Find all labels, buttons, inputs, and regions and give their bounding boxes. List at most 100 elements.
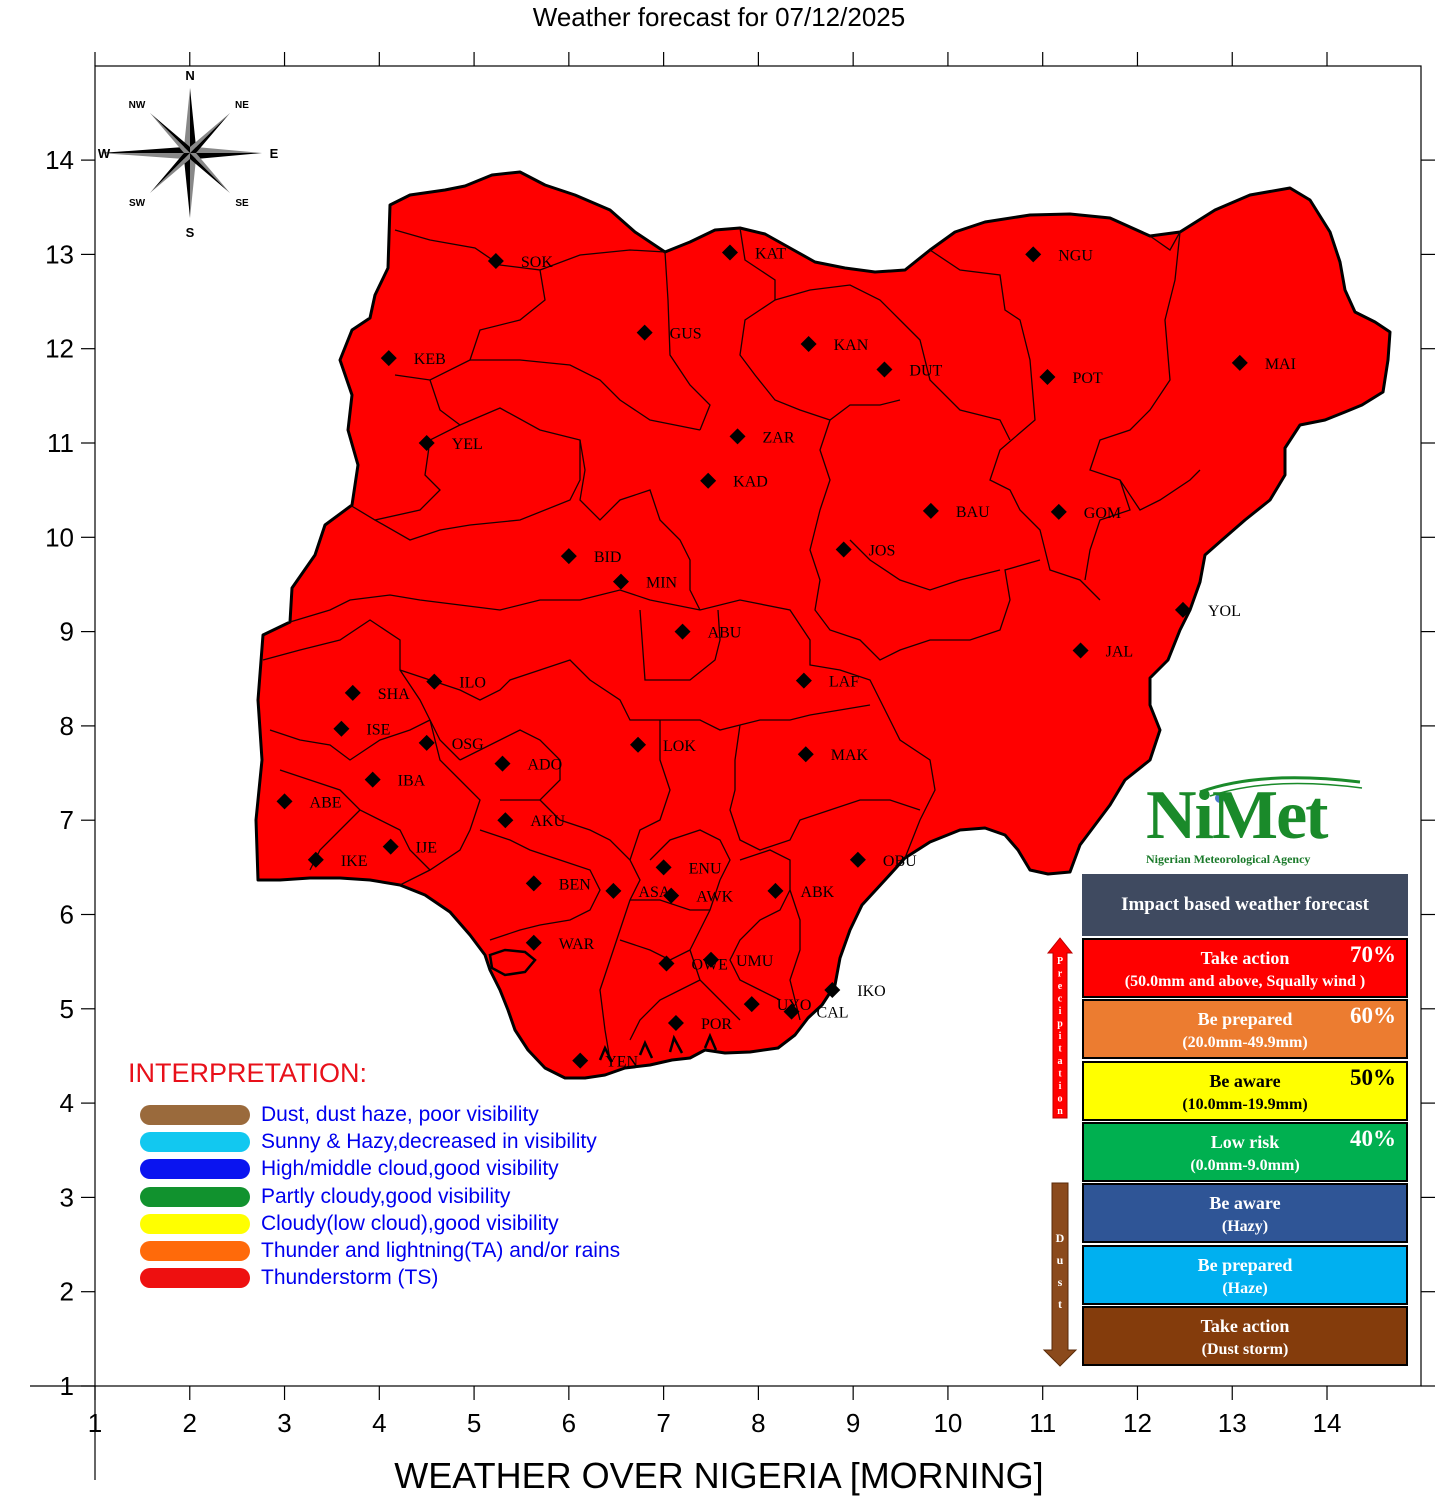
station-marker-war bbox=[525, 934, 542, 951]
interpretation-label: Partly cloudy,good visibility bbox=[261, 1184, 511, 1208]
station-label-gom: GOM bbox=[1084, 505, 1121, 522]
y-tick-label: 7 bbox=[60, 805, 74, 835]
station-marker-owe bbox=[658, 955, 675, 972]
station-label-obu: OBU bbox=[883, 853, 917, 870]
x-tick-label: 6 bbox=[562, 1408, 576, 1438]
compass-s: S bbox=[186, 225, 195, 240]
y-tick-label: 9 bbox=[60, 617, 74, 647]
station-marker-obu bbox=[849, 851, 866, 868]
interpretation-label: Thunderstorm (TS) bbox=[261, 1266, 439, 1290]
station-marker-kan bbox=[800, 335, 817, 352]
logo-swoosh-icon bbox=[1199, 776, 1363, 803]
y-tick-label: 2 bbox=[60, 1277, 74, 1307]
impact-legend-heading: Impact based weather forecast bbox=[1082, 874, 1408, 936]
interpretation-swatch bbox=[140, 1159, 250, 1180]
station-label-abe: ABE bbox=[310, 794, 342, 811]
station-label-jal: JAL bbox=[1106, 643, 1134, 660]
station-marker-gus bbox=[636, 324, 653, 341]
interpretation-heading: INTERPRETATION: bbox=[128, 1058, 368, 1088]
interpretation-item: Thunderstorm (TS) bbox=[140, 1265, 438, 1291]
station-label-sha: SHA bbox=[378, 686, 410, 703]
x-tick-label: 2 bbox=[183, 1408, 197, 1438]
station-label-sok: SOK bbox=[521, 254, 553, 271]
y-tick-label: 6 bbox=[60, 900, 74, 930]
y-tick-label: 8 bbox=[60, 711, 74, 741]
station-marker-jal bbox=[1072, 642, 1089, 659]
station-marker-sha bbox=[344, 684, 361, 701]
station-label-aku: AKU bbox=[530, 813, 565, 830]
station-label-asa: ASA bbox=[638, 884, 670, 901]
x-tick-label: 11 bbox=[1029, 1408, 1056, 1438]
station-marker-osg bbox=[418, 734, 435, 751]
y-tick-label: 4 bbox=[60, 1088, 74, 1118]
interpretation-swatch bbox=[140, 1213, 250, 1234]
station-marker-iko bbox=[824, 981, 841, 998]
compass-ne: NE bbox=[235, 100, 249, 111]
compass-w: W bbox=[98, 146, 111, 161]
station-marker-yol bbox=[1174, 601, 1191, 618]
interpretation-label: Cloudy(low cloud),good visibility bbox=[261, 1211, 559, 1235]
x-tick-label: 7 bbox=[656, 1408, 670, 1438]
interpretation-swatch bbox=[140, 1132, 250, 1153]
station-label-por: POR bbox=[701, 1016, 732, 1033]
station-label-zar: ZAR bbox=[763, 429, 795, 446]
station-label-keb: KEB bbox=[414, 351, 446, 368]
x-tick-label: 4 bbox=[372, 1408, 386, 1438]
station-label-ngu: NGU bbox=[1058, 247, 1093, 264]
impact-box-range: (10.0mm-19.9mm) bbox=[1182, 1095, 1308, 1113]
impact-box-percent: 40% bbox=[1350, 1125, 1396, 1151]
interpretation-item: Thunder and lightning(TA) and/or rains bbox=[140, 1238, 620, 1264]
station-label-ike: IKE bbox=[341, 853, 368, 870]
station-marker-keb bbox=[380, 350, 397, 367]
compass-sw: SW bbox=[129, 198, 146, 209]
station-marker-abe bbox=[276, 793, 293, 810]
station-label-ben: BEN bbox=[559, 876, 591, 893]
x-tick-label: 9 bbox=[846, 1408, 860, 1438]
impact-box-range: (Dust storm) bbox=[1201, 1340, 1289, 1358]
station-label-abk: ABK bbox=[800, 884, 834, 901]
impact-box-title: Be prepared bbox=[1197, 1009, 1293, 1030]
station-label-osg: OSG bbox=[452, 736, 484, 753]
station-label-enu: ENU bbox=[689, 860, 722, 877]
y-tick-label: 11 bbox=[47, 428, 74, 458]
station-label-min: MIN bbox=[646, 575, 678, 592]
impact-box: Be aware (Hazy) bbox=[1082, 1183, 1408, 1244]
impact-box: Low risk (0.0mm-9.0mm) 40% bbox=[1082, 1121, 1408, 1182]
compass-e: E bbox=[270, 146, 279, 161]
station-label-cal: CAL bbox=[817, 1005, 849, 1022]
logo-subtitle: Nigerian Meteorological Agency bbox=[1146, 852, 1311, 866]
station-marker-por bbox=[667, 1014, 684, 1031]
impact-box-title: Take action bbox=[1200, 1315, 1290, 1336]
impact-box-range: (Hazy) bbox=[1221, 1218, 1269, 1236]
state-boundaries bbox=[262, 227, 1201, 1061]
y-tick-label: 10 bbox=[45, 522, 74, 552]
station-marker-ilo bbox=[426, 673, 443, 690]
impact-box: Be prepared (Haze) bbox=[1082, 1244, 1408, 1305]
station-label-lok: LOK bbox=[663, 738, 696, 755]
logo-name: NiMet bbox=[1146, 777, 1328, 854]
station-marker-abk bbox=[767, 882, 784, 899]
y-tick-label: 13 bbox=[45, 239, 74, 269]
station-marker-bid bbox=[560, 548, 577, 565]
compass-star-icon bbox=[100, 88, 262, 218]
impact-box-range: (20.0mm-49.9mm) bbox=[1182, 1034, 1308, 1052]
compass-rose: N S E W NE NW SE SW bbox=[98, 68, 279, 240]
compass-n: N bbox=[185, 68, 194, 83]
x-tick-label: 14 bbox=[1313, 1408, 1342, 1438]
station-marker-awk bbox=[663, 887, 680, 904]
station-marker-ise bbox=[333, 720, 350, 737]
station-marker-mak bbox=[797, 746, 814, 763]
station-marker-cal bbox=[783, 1003, 800, 1020]
station-marker-laf bbox=[795, 672, 812, 689]
station-marker-ije bbox=[382, 838, 399, 855]
station-label-bid: BID bbox=[594, 549, 622, 566]
station-label-laf: LAF bbox=[829, 674, 859, 691]
x-tick-label: 5 bbox=[467, 1408, 481, 1438]
station-label-ilo: ILO bbox=[459, 675, 486, 692]
y-tick-label: 1 bbox=[60, 1371, 74, 1401]
compass-nw: NW bbox=[129, 100, 146, 111]
station-label-bau: BAU bbox=[956, 504, 990, 521]
station-label-yen: YEN bbox=[605, 1054, 638, 1071]
